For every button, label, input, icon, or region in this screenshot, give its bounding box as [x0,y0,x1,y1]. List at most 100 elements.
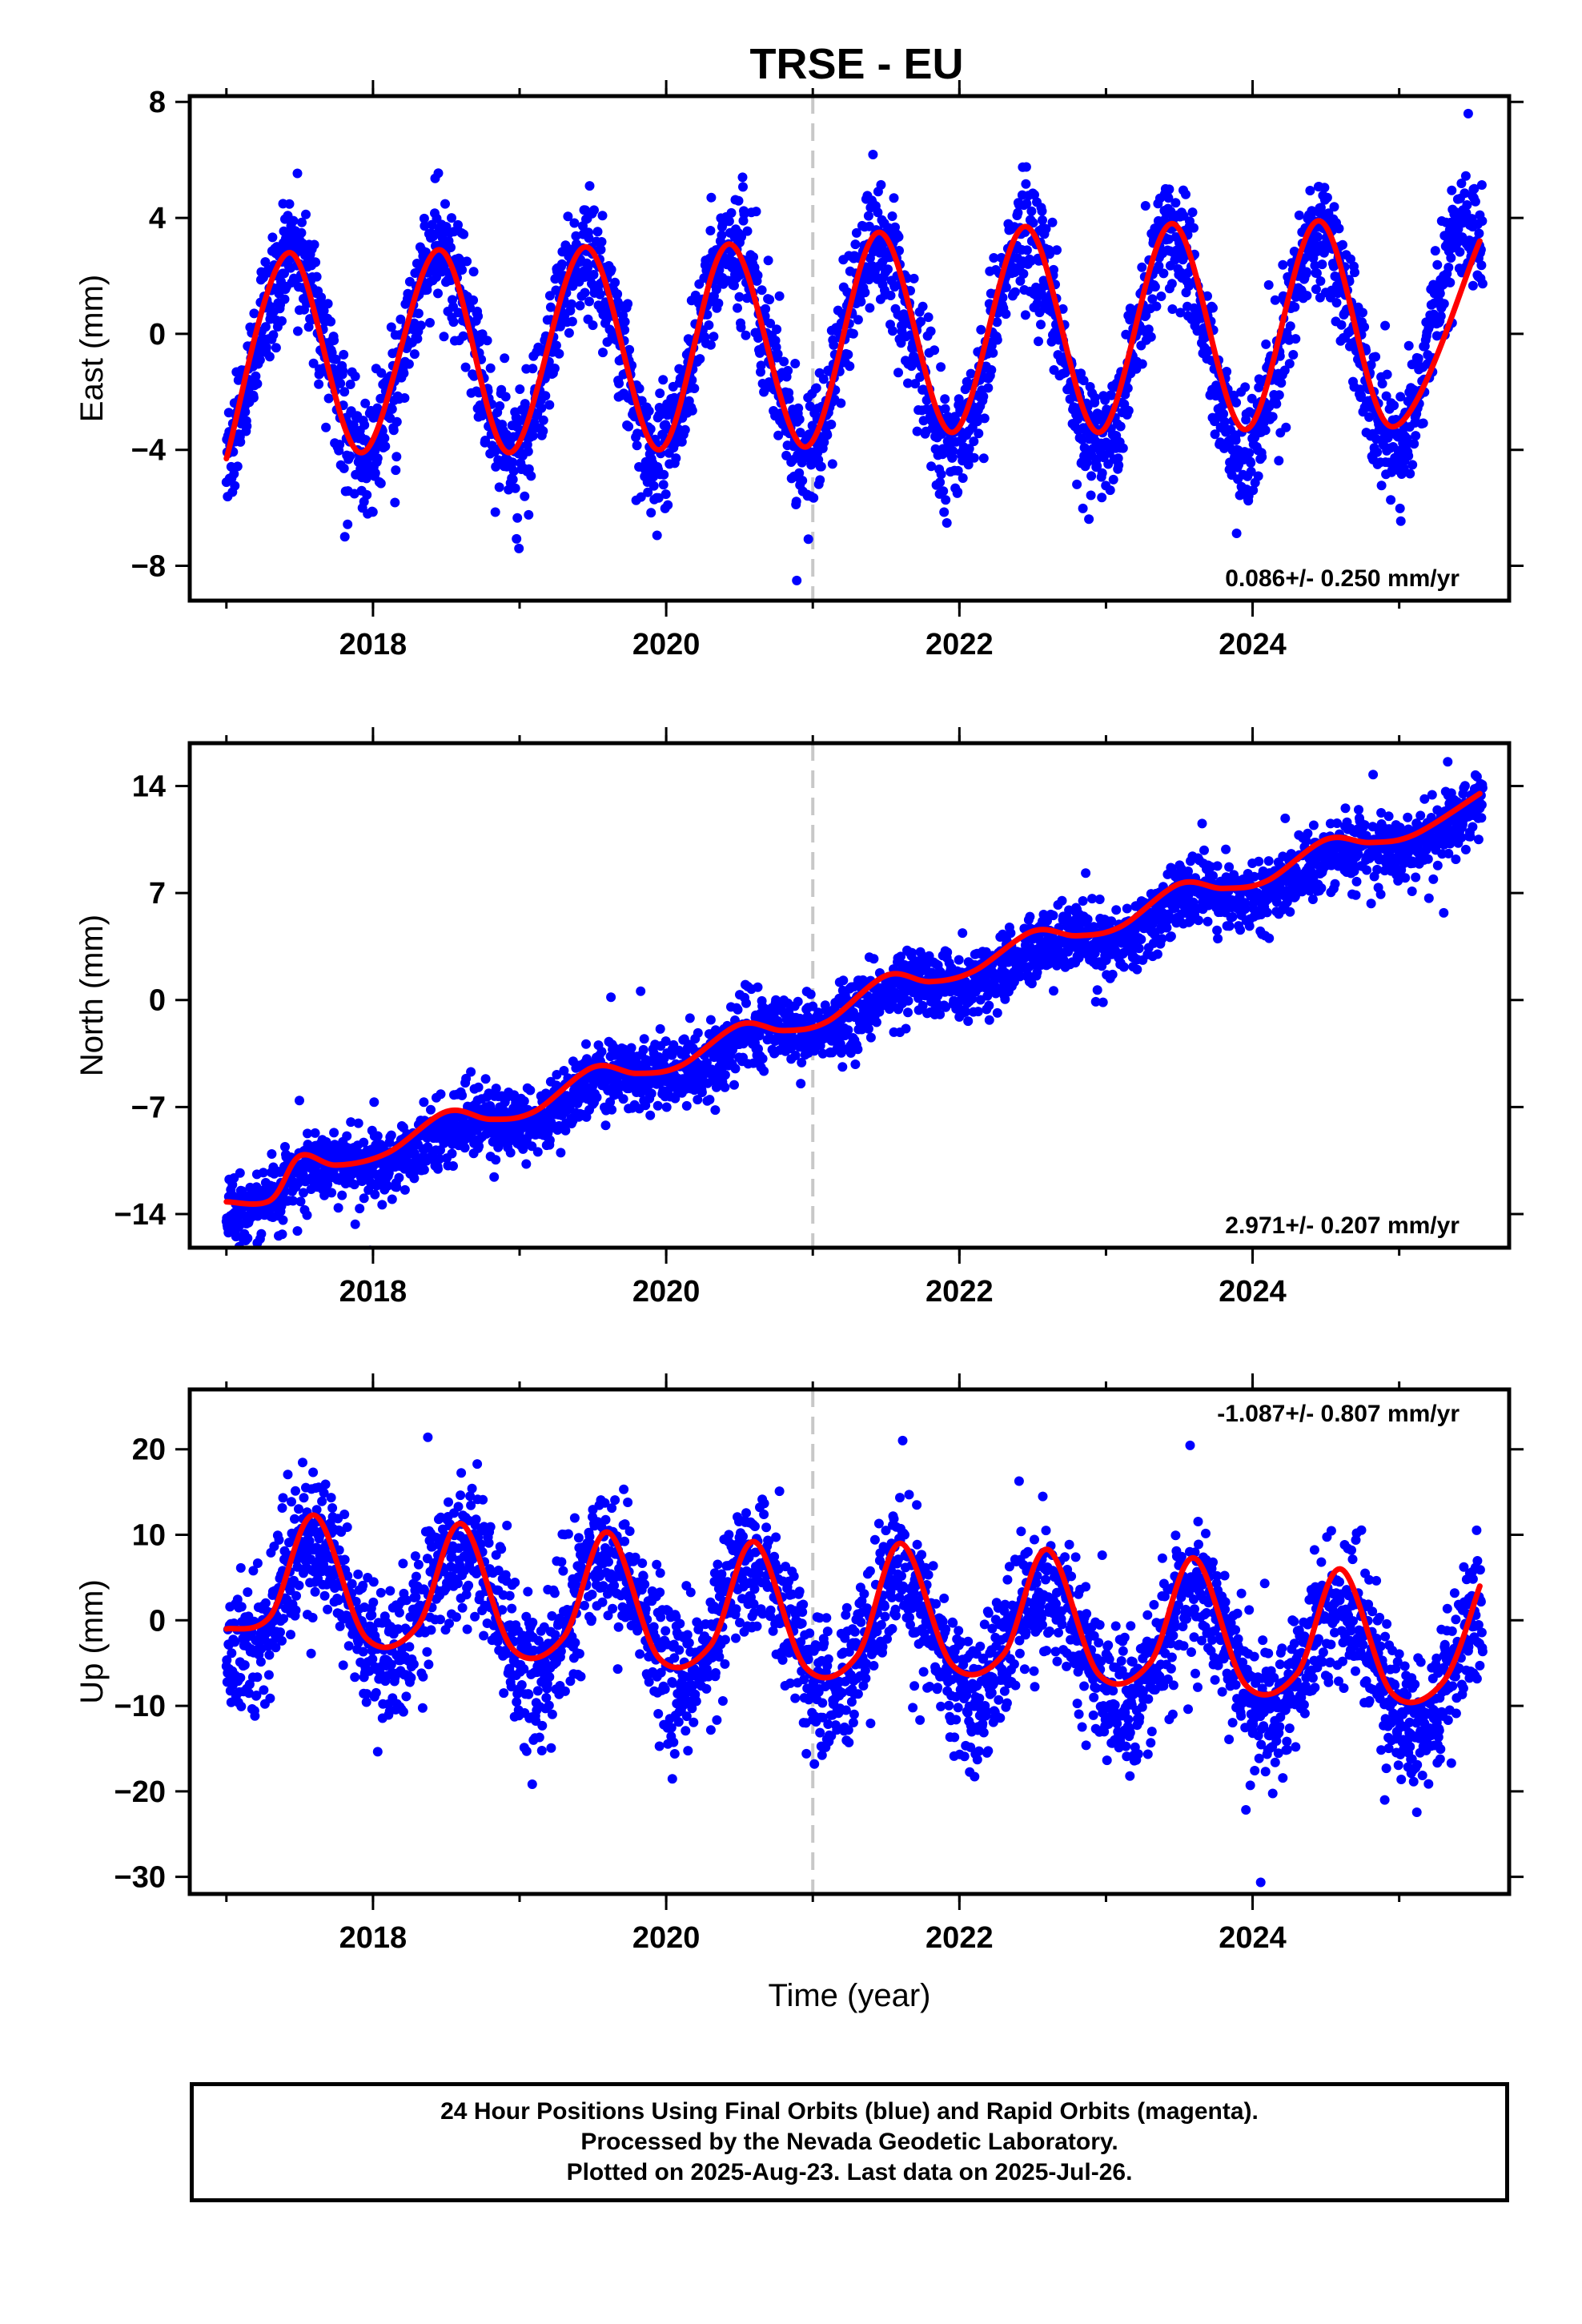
data-point [489,1172,500,1182]
data-point [457,1090,468,1100]
data-point [335,378,346,388]
data-point [887,211,897,221]
data-point [936,469,946,480]
data-point [851,227,861,238]
data-point [412,334,423,344]
data-point [860,287,870,298]
data-point [893,368,903,378]
data-point [938,486,949,497]
data-point [284,199,295,209]
data-point [1146,332,1156,342]
data-point [1317,259,1327,270]
data-point [416,320,426,331]
data-point [966,368,976,379]
data-point [1072,479,1082,489]
data-point [1311,268,1322,279]
data-point [563,211,573,222]
data-point [1276,378,1287,388]
data-point [737,172,748,183]
data-point [435,1154,444,1164]
data-point [1020,310,1030,320]
data-point [1246,466,1256,476]
data-point [681,1100,692,1111]
data-point [733,303,742,313]
data-point [1435,311,1446,321]
data-point [1346,254,1355,264]
data-point [639,1034,649,1044]
data-point [1260,425,1271,436]
data-point [459,229,469,239]
data-point [1140,201,1150,211]
data-point [1463,108,1473,119]
data-point [288,1196,298,1206]
data-point [1477,279,1488,289]
data-point [309,239,319,250]
data-point [515,384,525,394]
data-point [566,299,576,309]
data-point [1381,391,1391,401]
data-point [742,226,753,236]
data-point [1219,416,1230,427]
data-point [671,453,681,464]
data-point [589,205,599,215]
data-point [1279,365,1290,376]
data-point [868,150,878,159]
y-tick-label: −4 [131,434,166,468]
data-point [303,322,314,332]
data-point [288,215,299,226]
data-point [1364,412,1375,422]
data-point [386,1130,396,1140]
data-point [1090,392,1100,403]
data-point [391,452,402,462]
data-point [339,387,350,397]
data-point [229,468,239,479]
data-point [460,1143,470,1153]
data-point [983,383,994,393]
data-point [680,424,690,435]
data-point [865,303,875,313]
data-point [958,473,968,483]
data-point [1253,471,1263,481]
data-point [1167,304,1178,314]
data-point [614,378,624,388]
data-point [360,398,371,408]
data-point [544,400,555,410]
data-point [235,1168,245,1178]
data-point [1257,452,1267,462]
data-point [972,416,982,427]
data-point [979,413,990,424]
data-point [439,332,449,342]
data-point [942,518,952,528]
data-points [221,757,1488,1248]
data-point [893,231,904,242]
data-point [1246,458,1256,468]
data-point [1028,218,1038,228]
data-point [693,1095,703,1105]
data-point [400,393,410,403]
data-point [1036,320,1046,330]
data-point [453,219,463,230]
data-point [757,285,767,296]
data-point [1106,390,1117,400]
data-point [423,1142,433,1152]
data-point [1338,239,1347,250]
data-point [936,362,946,372]
data-point [1261,339,1271,349]
data-point [784,394,794,404]
data-point [1403,451,1414,461]
data-point [661,1102,672,1112]
data-point [761,304,771,314]
data-point [521,1159,532,1169]
data-point [249,308,259,319]
data-point [632,440,642,451]
data-point [901,1023,911,1034]
data-point [607,1104,617,1115]
data-point [512,513,523,523]
data-point [1097,493,1107,503]
data-point [544,1135,555,1145]
data-point [339,532,350,542]
data-point [958,928,968,939]
data-point [1115,421,1126,432]
data-point [803,534,813,545]
